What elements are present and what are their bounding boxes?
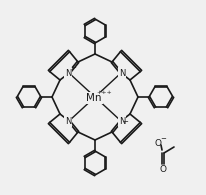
- Text: O: O: [159, 166, 166, 175]
- Text: N: N: [118, 68, 125, 77]
- Text: −: −: [159, 136, 165, 142]
- Text: N: N: [118, 116, 125, 126]
- Text: N: N: [64, 68, 71, 77]
- Text: N: N: [64, 116, 71, 126]
- Text: Mn: Mn: [86, 93, 101, 103]
- Text: −: −: [70, 65, 76, 71]
- Text: −: −: [122, 119, 127, 125]
- Text: O: O: [154, 138, 161, 147]
- Text: +++: +++: [96, 90, 111, 96]
